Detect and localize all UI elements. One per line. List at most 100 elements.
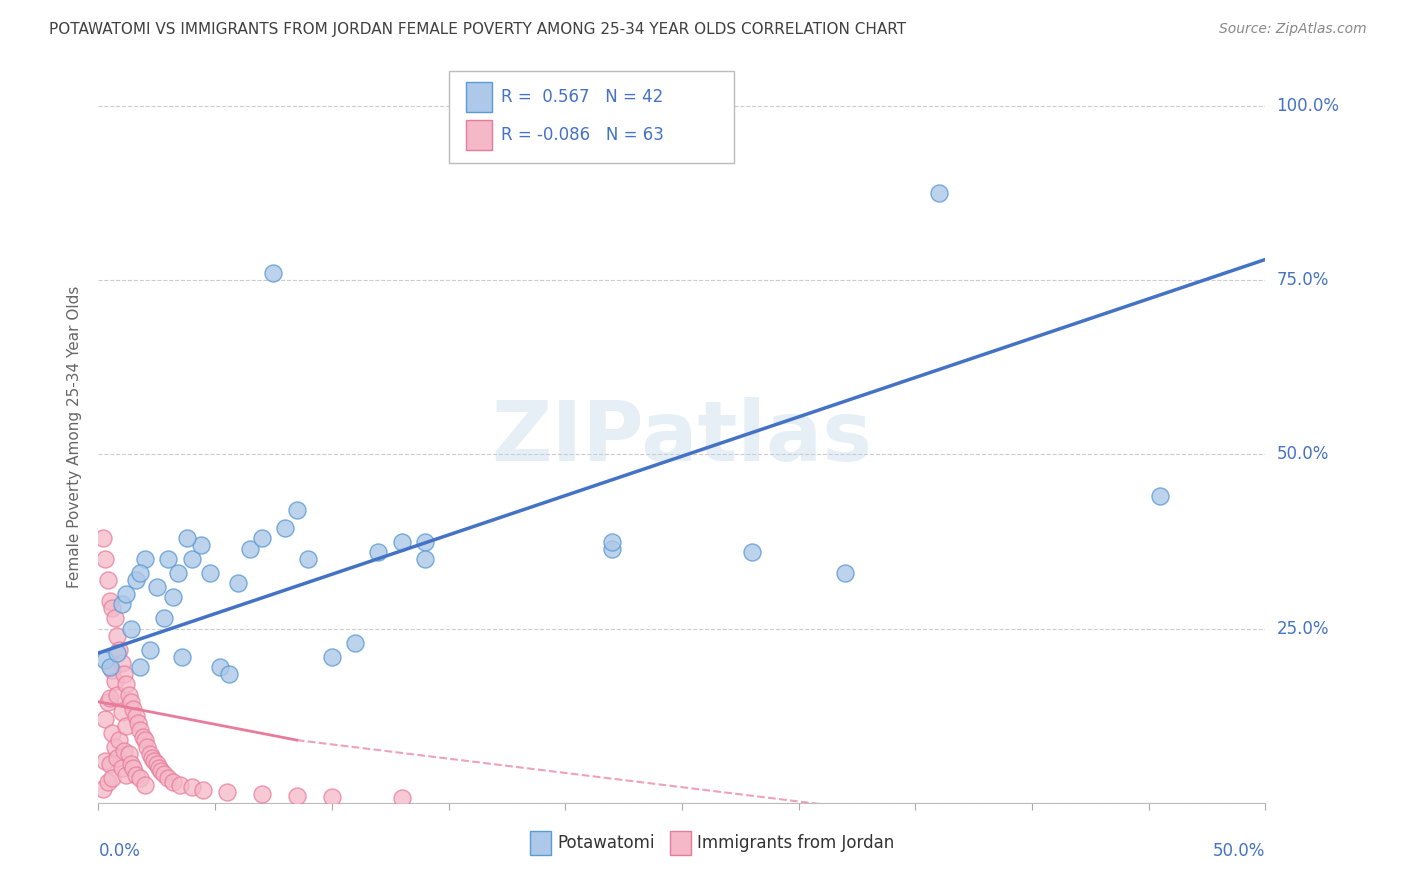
Point [344, 635, 367, 649]
Point [134, 733, 156, 747]
Point [98, 757, 121, 772]
Point [600, 541, 623, 556]
Point [105, 646, 128, 660]
Point [98, 691, 121, 706]
Point [115, 587, 138, 601]
Point [97, 695, 120, 709]
Point [125, 768, 148, 782]
Point [250, 788, 273, 802]
Point [262, 266, 284, 280]
Point [129, 772, 152, 786]
Point [157, 772, 180, 786]
Point [218, 667, 240, 681]
Point [105, 688, 128, 702]
Text: 100.0%: 100.0% [1277, 97, 1340, 115]
Point [112, 743, 135, 757]
Text: R = -0.086   N = 63: R = -0.086 N = 63 [501, 126, 664, 144]
Point [136, 740, 159, 755]
Point [141, 750, 163, 764]
Point [125, 573, 148, 587]
Point [101, 726, 124, 740]
Text: Immigrants from Jordan: Immigrants from Jordan [697, 834, 894, 852]
Point [120, 757, 142, 772]
Text: ZIPatlas: ZIPatlas [492, 397, 872, 477]
Text: 75.0%: 75.0% [1277, 271, 1329, 289]
Point [150, 764, 173, 779]
Point [166, 566, 188, 580]
Point [834, 566, 856, 580]
Point [118, 688, 141, 702]
Text: 25.0%: 25.0% [1277, 620, 1329, 638]
Point [367, 545, 389, 559]
Point [94, 552, 117, 566]
Point [104, 673, 127, 688]
Text: 50.0%: 50.0% [1213, 842, 1265, 860]
Point [180, 552, 202, 566]
Point [190, 538, 212, 552]
Point [146, 757, 169, 772]
Point [101, 600, 124, 615]
Point [413, 552, 436, 566]
Point [108, 733, 131, 747]
Point [193, 783, 215, 797]
Point [391, 534, 413, 549]
Point [741, 545, 763, 559]
FancyBboxPatch shape [465, 120, 492, 151]
Point [111, 705, 134, 719]
Point [928, 186, 950, 201]
Point [274, 521, 297, 535]
FancyBboxPatch shape [465, 81, 492, 112]
Point [169, 778, 191, 792]
Point [143, 754, 166, 768]
Point [105, 750, 128, 764]
Text: Potawatomi: Potawatomi [557, 834, 655, 852]
Point [91, 781, 114, 796]
Point [101, 772, 124, 786]
Point [129, 660, 152, 674]
Point [98, 594, 121, 608]
Point [148, 761, 170, 775]
FancyBboxPatch shape [671, 831, 692, 855]
Point [111, 761, 134, 775]
Point [94, 754, 117, 768]
Point [97, 775, 120, 789]
FancyBboxPatch shape [449, 71, 734, 163]
Point [108, 642, 131, 657]
Point [91, 531, 114, 545]
Point [250, 531, 273, 545]
Point [146, 580, 169, 594]
Point [285, 503, 308, 517]
Point [162, 775, 184, 789]
Point [321, 790, 343, 805]
Point [285, 789, 308, 803]
Point [111, 657, 134, 671]
Point [413, 534, 436, 549]
Point [120, 695, 142, 709]
Point [120, 622, 142, 636]
Point [172, 649, 194, 664]
Point [101, 664, 124, 678]
Point [200, 566, 222, 580]
Text: Source: ZipAtlas.com: Source: ZipAtlas.com [1219, 22, 1367, 37]
Point [297, 552, 319, 566]
Point [134, 552, 156, 566]
Point [105, 629, 128, 643]
Point [125, 708, 148, 723]
Point [111, 597, 134, 611]
Point [122, 761, 145, 775]
Point [228, 576, 250, 591]
Point [127, 715, 149, 730]
Point [239, 541, 262, 556]
Text: 50.0%: 50.0% [1277, 445, 1329, 464]
Point [115, 768, 138, 782]
FancyBboxPatch shape [530, 831, 551, 855]
Point [132, 730, 155, 744]
Point [134, 778, 156, 792]
Point [321, 649, 343, 664]
Point [118, 747, 141, 761]
Point [157, 552, 180, 566]
Y-axis label: Female Poverty Among 25-34 Year Olds: Female Poverty Among 25-34 Year Olds [67, 286, 83, 588]
Text: R =  0.567   N = 42: R = 0.567 N = 42 [501, 88, 664, 106]
Point [152, 766, 174, 780]
Point [97, 573, 120, 587]
